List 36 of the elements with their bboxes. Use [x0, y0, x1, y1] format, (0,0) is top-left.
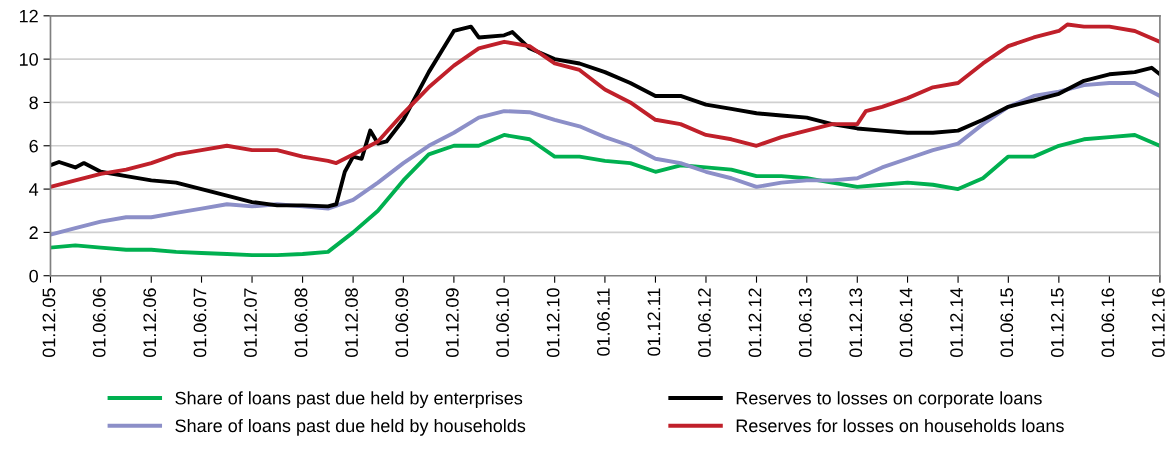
line-series	[50, 81, 1160, 237]
line-series	[50, 132, 1160, 258]
y-tick-label: 12	[19, 9, 38, 23]
legend-label: Reserves to losses on corporate loans	[736, 391, 1042, 409]
y-tick-label: 2	[29, 226, 38, 239]
x-tick-label: 01.12.13	[849, 288, 863, 358]
x-tick-label: 01.12.05	[42, 288, 56, 358]
x-tick-label: 01.06.11	[596, 288, 610, 356]
x-tick-label: 01.12.07	[244, 288, 257, 358]
y-tick-label: 10	[19, 53, 38, 66]
x-tick-label: 01.06.10	[496, 288, 509, 358]
y-tick-label: 8	[29, 96, 38, 110]
x-tick-label: 01.06.07	[193, 288, 207, 358]
x-tick-label: 01.06.09	[395, 288, 409, 358]
y-tick-label: 0	[29, 269, 38, 283]
legend-label: Share of loans past due held by households	[175, 418, 526, 436]
x-tick-label: 01.12.10	[546, 288, 560, 358]
x-tick-label: 01.12.11	[647, 288, 661, 356]
x-tick-label: 01.12.12	[748, 288, 762, 358]
x-tick-label: 01.06.14	[899, 288, 913, 358]
x-tick-label: 01.06.12	[698, 288, 711, 358]
x-tick-label: 01.06.15	[1000, 288, 1014, 358]
y-tick-label: 6	[29, 139, 38, 153]
x-tick-label: 01.06.16	[1101, 288, 1115, 358]
legend-label: Reserves for losses on households loans	[736, 418, 1064, 433]
x-tick-label: 01.12.14	[950, 288, 963, 358]
x-tick-label: 01.06.08	[294, 288, 308, 358]
y-tick-label: 4	[29, 183, 39, 196]
x-tick-label: 01.06.06	[92, 288, 106, 358]
x-tick-label: 01.12.15	[1050, 288, 1064, 358]
x-tick-label: 01.06.13	[798, 288, 812, 358]
x-tick-label: 01.12.16	[1151, 288, 1165, 358]
x-tick-label: 01.12.08	[345, 288, 358, 358]
legend-label: Share of loans past due held by enterprises	[175, 391, 523, 409]
x-tick-label: 01.12.09	[445, 288, 459, 358]
x-tick-label: 01.12.06	[143, 288, 157, 358]
